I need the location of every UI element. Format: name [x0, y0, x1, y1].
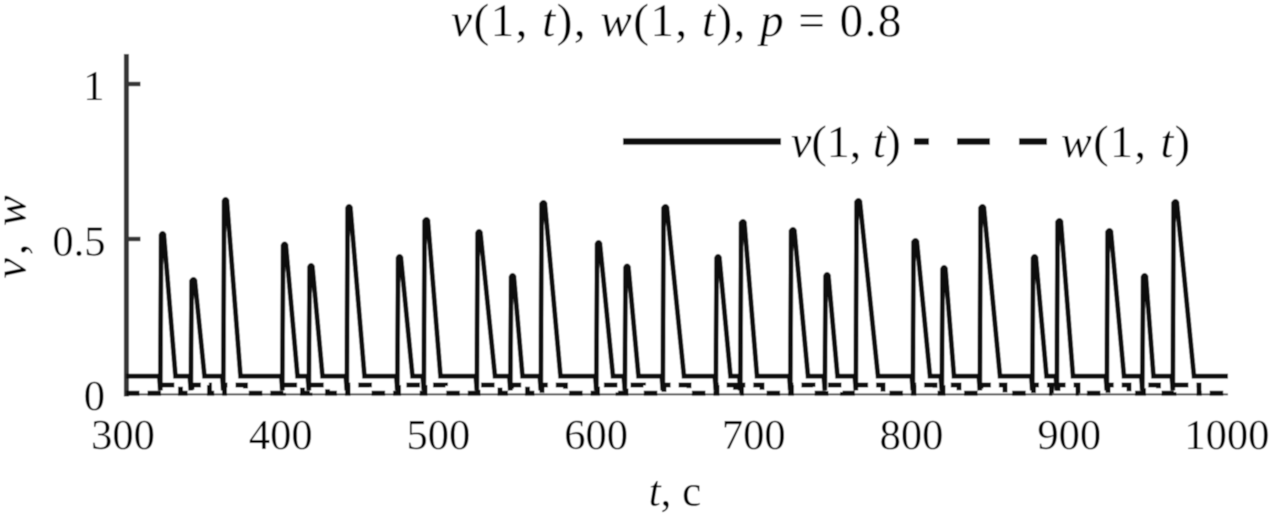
svg-text:v, w: v, w [0, 192, 36, 278]
svg-text:500: 500 [407, 412, 471, 459]
svg-text:900: 900 [1037, 412, 1101, 459]
svg-text:v(1, t): v(1, t) [791, 116, 901, 167]
svg-text:t, c: t, c [649, 469, 702, 516]
svg-text:0: 0 [84, 373, 105, 420]
svg-text:1000: 1000 [1184, 412, 1269, 459]
svg-text:600: 600 [564, 412, 628, 459]
svg-text:400: 400 [249, 412, 313, 459]
svg-text:1: 1 [83, 63, 104, 110]
svg-text:800: 800 [880, 412, 944, 459]
svg-text:0.5: 0.5 [52, 219, 105, 266]
svg-text:v(1, t), w(1, t), p = 0.8: v(1, t), w(1, t), p = 0.8 [451, 0, 903, 47]
svg-text:700: 700 [722, 412, 786, 459]
svg-text:300: 300 [91, 412, 155, 459]
svg-text:w(1, t): w(1, t) [1061, 116, 1192, 167]
